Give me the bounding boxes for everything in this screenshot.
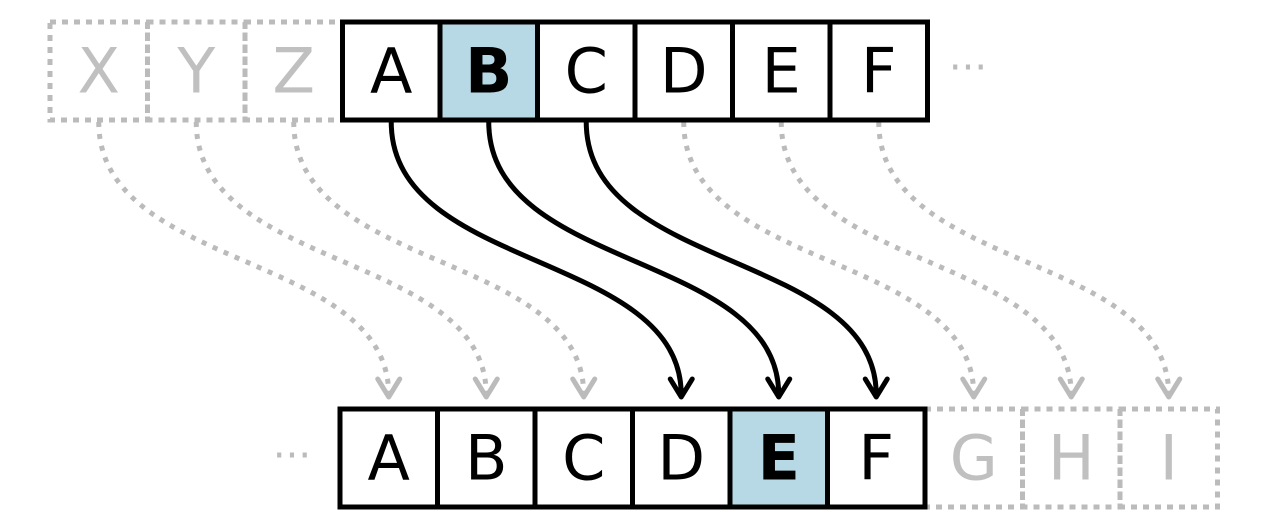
top-cell-f: F	[827, 19, 930, 123]
arrowhead-icon	[1057, 376, 1085, 400]
top-cell-box	[632, 19, 735, 123]
arrowhead-icon	[862, 376, 890, 400]
bottom-cell-box	[727, 406, 830, 510]
top-cell-box	[340, 19, 443, 123]
bottom-cell-letter: C	[562, 422, 605, 495]
mapping-arrow-x-to-a	[96, 121, 392, 396]
top-cell-box	[827, 19, 930, 123]
arrowhead-icon	[375, 376, 403, 400]
bottom-cell-letter: G	[950, 422, 998, 495]
top-cell-c: C	[535, 19, 638, 123]
top-cell-a: A	[340, 19, 443, 123]
bottom-cell-i: I	[1117, 406, 1220, 510]
bottom-cell-g: G	[922, 406, 1025, 510]
bottom-cell-h: H	[1020, 406, 1123, 510]
arrowhead-icon	[960, 376, 988, 400]
bottom-cell-f: F	[825, 406, 928, 510]
top-cell-letter: E	[762, 35, 801, 108]
mapping-arrow-z-to-c	[291, 121, 587, 396]
bottom-cell-e: E	[727, 406, 830, 510]
bottom-cell-c: C	[532, 406, 635, 510]
bottom-cell-box	[630, 406, 733, 510]
bottom-cell-letter: E	[758, 422, 800, 495]
top-cell-box	[730, 19, 833, 123]
top-ellipsis: ···	[949, 45, 987, 91]
top-cell-letter: C	[565, 35, 608, 108]
bottom-cell-letter: A	[368, 422, 410, 495]
top-cell-letter: X	[78, 35, 120, 108]
mapping-arrow-a-to-d	[388, 119, 684, 398]
bottom-cell-d: D	[630, 406, 733, 510]
mapping-arrow-y-to-b	[193, 121, 489, 396]
top-cell-y: Y	[145, 19, 248, 123]
bottom-cell-a: A	[337, 406, 440, 510]
top-cell-x: X	[47, 19, 150, 123]
bottom-cell-box	[435, 406, 538, 510]
top-cell-letter: D	[660, 35, 708, 108]
top-cell-box	[535, 19, 638, 123]
bottom-cell-b: B	[435, 406, 538, 510]
bottom-ellipsis: ···	[273, 433, 311, 479]
arrowhead-icon	[472, 376, 500, 400]
mapping-arrow-e-to-h	[778, 121, 1074, 396]
bottom-cell-letter: F	[858, 422, 894, 495]
arrowhead-icon	[667, 376, 695, 400]
mapping-arrows	[96, 119, 1183, 400]
top-cell-letter: B	[465, 35, 512, 108]
bottom-cell-letter: H	[1048, 422, 1095, 495]
top-cell-letter: Y	[176, 35, 215, 108]
top-cell-d: D	[632, 19, 735, 123]
top-cell-e: E	[730, 19, 833, 123]
arrowhead-icon	[1155, 376, 1183, 400]
top-cell-letter: Z	[273, 35, 315, 108]
top-cell-z: Z	[242, 19, 345, 123]
top-cell-letter: A	[370, 35, 412, 108]
bottom-cell-box	[337, 406, 440, 510]
bottom-cell-box	[1117, 406, 1220, 510]
arrowhead-icon	[765, 376, 793, 400]
top-cell-letter: F	[861, 35, 897, 108]
arrowhead-icon	[570, 376, 598, 400]
mapping-arrow-c-to-f	[583, 119, 879, 398]
top-cell-b: B	[437, 19, 540, 123]
bottom-cell-letter: D	[657, 422, 705, 495]
mapping-arrow-b-to-e	[486, 119, 782, 398]
bottom-cell-box	[532, 406, 635, 510]
ciphertext-row: G H I A B C D E F	[337, 406, 1220, 510]
bottom-cell-letter: I	[1160, 422, 1178, 495]
mapping-arrow-f-to-i	[876, 121, 1172, 396]
bottom-cell-box	[825, 406, 928, 510]
bottom-cell-letter: B	[465, 422, 508, 495]
